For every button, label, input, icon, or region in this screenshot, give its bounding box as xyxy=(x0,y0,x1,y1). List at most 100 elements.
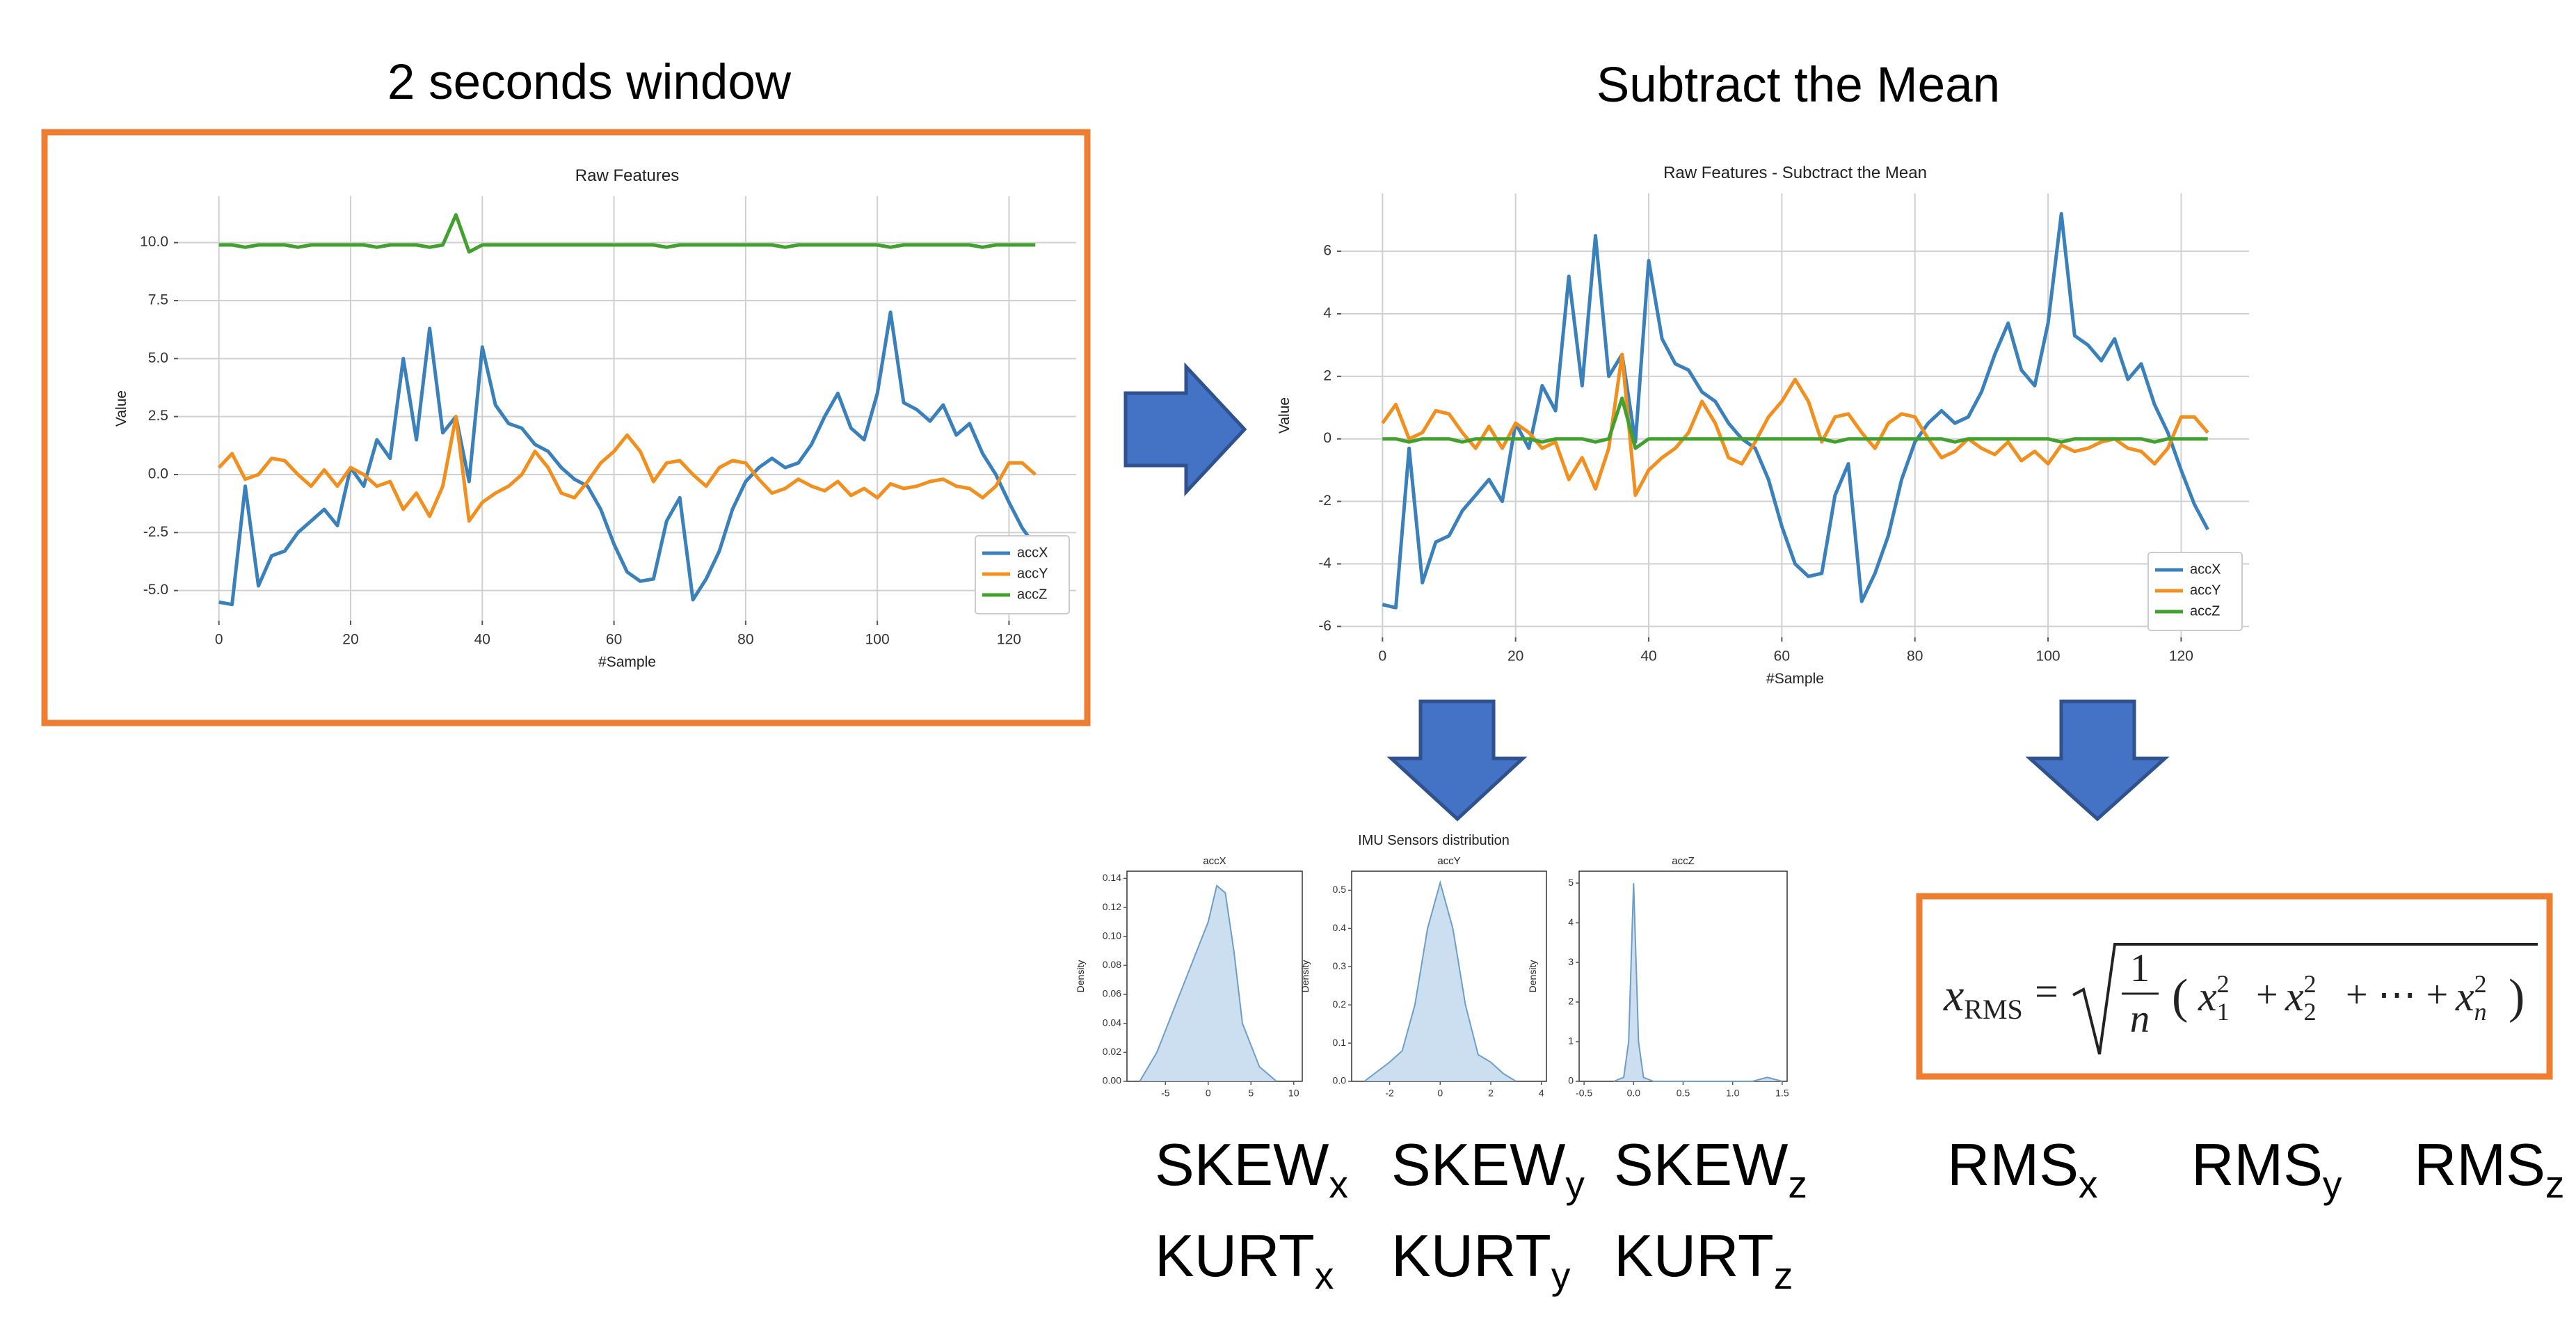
x-tick-label: 40 xyxy=(1640,649,1656,665)
paren: ( xyxy=(2172,970,2188,1024)
symbol: x xyxy=(2455,973,2474,1019)
x-tick-label: 0 xyxy=(1437,1088,1443,1099)
subplot-title: accZ xyxy=(1672,855,1695,867)
arrow-down xyxy=(2025,699,2170,822)
y-tick-label: 4 xyxy=(1568,916,1574,928)
y-tick-label: 0.06 xyxy=(1103,988,1121,999)
feature-name: RMS xyxy=(2191,1132,2323,1198)
density-line xyxy=(1139,884,1277,1082)
x-tick-label: 80 xyxy=(1907,649,1923,665)
x-tick-label: 20 xyxy=(1507,649,1523,665)
x-axis-label: #Sample xyxy=(598,654,656,670)
subscript: 2 xyxy=(2304,998,2317,1026)
y-tick-label: -2 xyxy=(1318,493,1331,509)
feature-name: RMS xyxy=(1947,1132,2079,1198)
feature-axis: x xyxy=(1329,1163,1348,1206)
data-line xyxy=(1381,352,2209,498)
axes-frame xyxy=(1578,870,1788,1082)
x-tick-label: 0.5 xyxy=(1677,1088,1690,1099)
feature-label: SKEWx xyxy=(1155,1132,1348,1206)
highlight-box xyxy=(41,129,1091,726)
y-tick-label: 0.0 xyxy=(1333,1075,1347,1086)
operator: + ⋯ + xyxy=(2346,973,2448,1017)
term: x2 2 xyxy=(2285,970,2317,1026)
feature-axis: y xyxy=(1551,1254,1571,1297)
y-tick-label: 5.0 xyxy=(148,350,168,366)
x-tick-label: -2 xyxy=(1385,1088,1394,1099)
legend-label: accY xyxy=(2190,582,2221,598)
x-axis-label: #Sample xyxy=(1766,671,1824,687)
subplot-title: accY xyxy=(1437,855,1460,867)
x-tick-label: 100 xyxy=(2036,649,2061,665)
sqrt-sign xyxy=(2072,943,2538,1055)
y-tick-label: 0 xyxy=(1568,1075,1574,1086)
x-tick-label: 120 xyxy=(997,632,1021,648)
feature-label: KURTx xyxy=(1155,1223,1334,1297)
arrow-down xyxy=(1386,699,1528,822)
y-tick-label: 0.10 xyxy=(1103,930,1121,941)
section-title: Subtract the Mean xyxy=(1597,58,2000,113)
x-tick-label: 0 xyxy=(1206,1088,1211,1099)
y-tick-label: 0.4 xyxy=(1333,922,1347,933)
y-tick-label: -4 xyxy=(1318,555,1331,571)
x-tick-label: -5 xyxy=(1161,1088,1170,1099)
feature-name: SKEW xyxy=(1614,1132,1788,1198)
y-tick-label: 2 xyxy=(1568,996,1574,1007)
y-tick-label: -6 xyxy=(1318,618,1331,634)
feature-label: KURTz xyxy=(1614,1223,1793,1297)
symbol: x xyxy=(1943,970,1964,1021)
x-tick-label: 100 xyxy=(865,632,890,648)
feature-axis: z xyxy=(1788,1163,1807,1206)
data-line xyxy=(1382,212,2209,610)
data-line xyxy=(1382,396,2208,450)
feature-label: RMSx xyxy=(1947,1132,2097,1206)
y-tick-label: 0.00 xyxy=(1103,1075,1121,1086)
x-tick-label: 20 xyxy=(342,632,358,648)
superscript: 2 xyxy=(2304,970,2317,998)
data-line xyxy=(217,415,1037,523)
y-tick-label: 3 xyxy=(1568,956,1574,967)
y-tick-label: 0.2 xyxy=(1333,999,1347,1010)
y-tick-label: 2.5 xyxy=(148,408,168,424)
term: x2 n xyxy=(2455,970,2487,1026)
x-tick-label: 4 xyxy=(1539,1088,1544,1099)
y-axis-label: Value xyxy=(1277,397,1293,434)
y-tick-label: -2.5 xyxy=(143,524,168,540)
feature-label: SKEWz xyxy=(1614,1132,1807,1206)
feature-axis: x xyxy=(2079,1163,2098,1206)
y-tick-label: 4 xyxy=(1323,305,1331,321)
chart-title: Raw Features xyxy=(575,166,679,185)
equals: = xyxy=(2035,969,2058,1015)
x-tick-label: -0.5 xyxy=(1576,1088,1592,1099)
feature-name: RMS xyxy=(2414,1132,2545,1198)
x-tick-label: 0 xyxy=(1378,649,1386,665)
x-tick-label: 60 xyxy=(606,632,622,648)
arrow-right xyxy=(1123,362,1247,497)
y-tick-label: 0.14 xyxy=(1103,872,1121,883)
operator: + xyxy=(2256,973,2278,1017)
x-tick-label: 0 xyxy=(215,632,223,648)
fraction-numerator: 1 xyxy=(2130,946,2150,990)
subscript: n xyxy=(2474,998,2487,1026)
x-tick-label: 120 xyxy=(2169,649,2193,665)
suptitle: IMU Sensors distribution xyxy=(1358,833,1510,848)
x-tick-label: 60 xyxy=(1774,649,1790,665)
y-tick-label: 1 xyxy=(1568,1035,1574,1047)
y-tick-label: 0.0 xyxy=(148,466,168,482)
section-title: 2 seconds window xyxy=(387,55,792,110)
feature-axis: y xyxy=(2323,1163,2342,1206)
y-axis-label: Density xyxy=(1299,960,1311,993)
y-tick-label: 0.1 xyxy=(1333,1037,1347,1048)
subscript: 1 xyxy=(2217,998,2230,1026)
y-tick-label: 0.08 xyxy=(1103,959,1121,970)
superscript: 2 xyxy=(2217,970,2230,998)
feature-label: KURTy xyxy=(1391,1223,1571,1297)
y-tick-label: 0.5 xyxy=(1333,884,1347,895)
density-line xyxy=(1363,880,1517,1082)
superscript: 2 xyxy=(2474,970,2487,998)
feature-axis: z xyxy=(2545,1163,2565,1206)
symbol: x xyxy=(2198,973,2217,1019)
x-tick-label: 1.5 xyxy=(1775,1088,1789,1099)
symbol: x xyxy=(2285,973,2304,1019)
